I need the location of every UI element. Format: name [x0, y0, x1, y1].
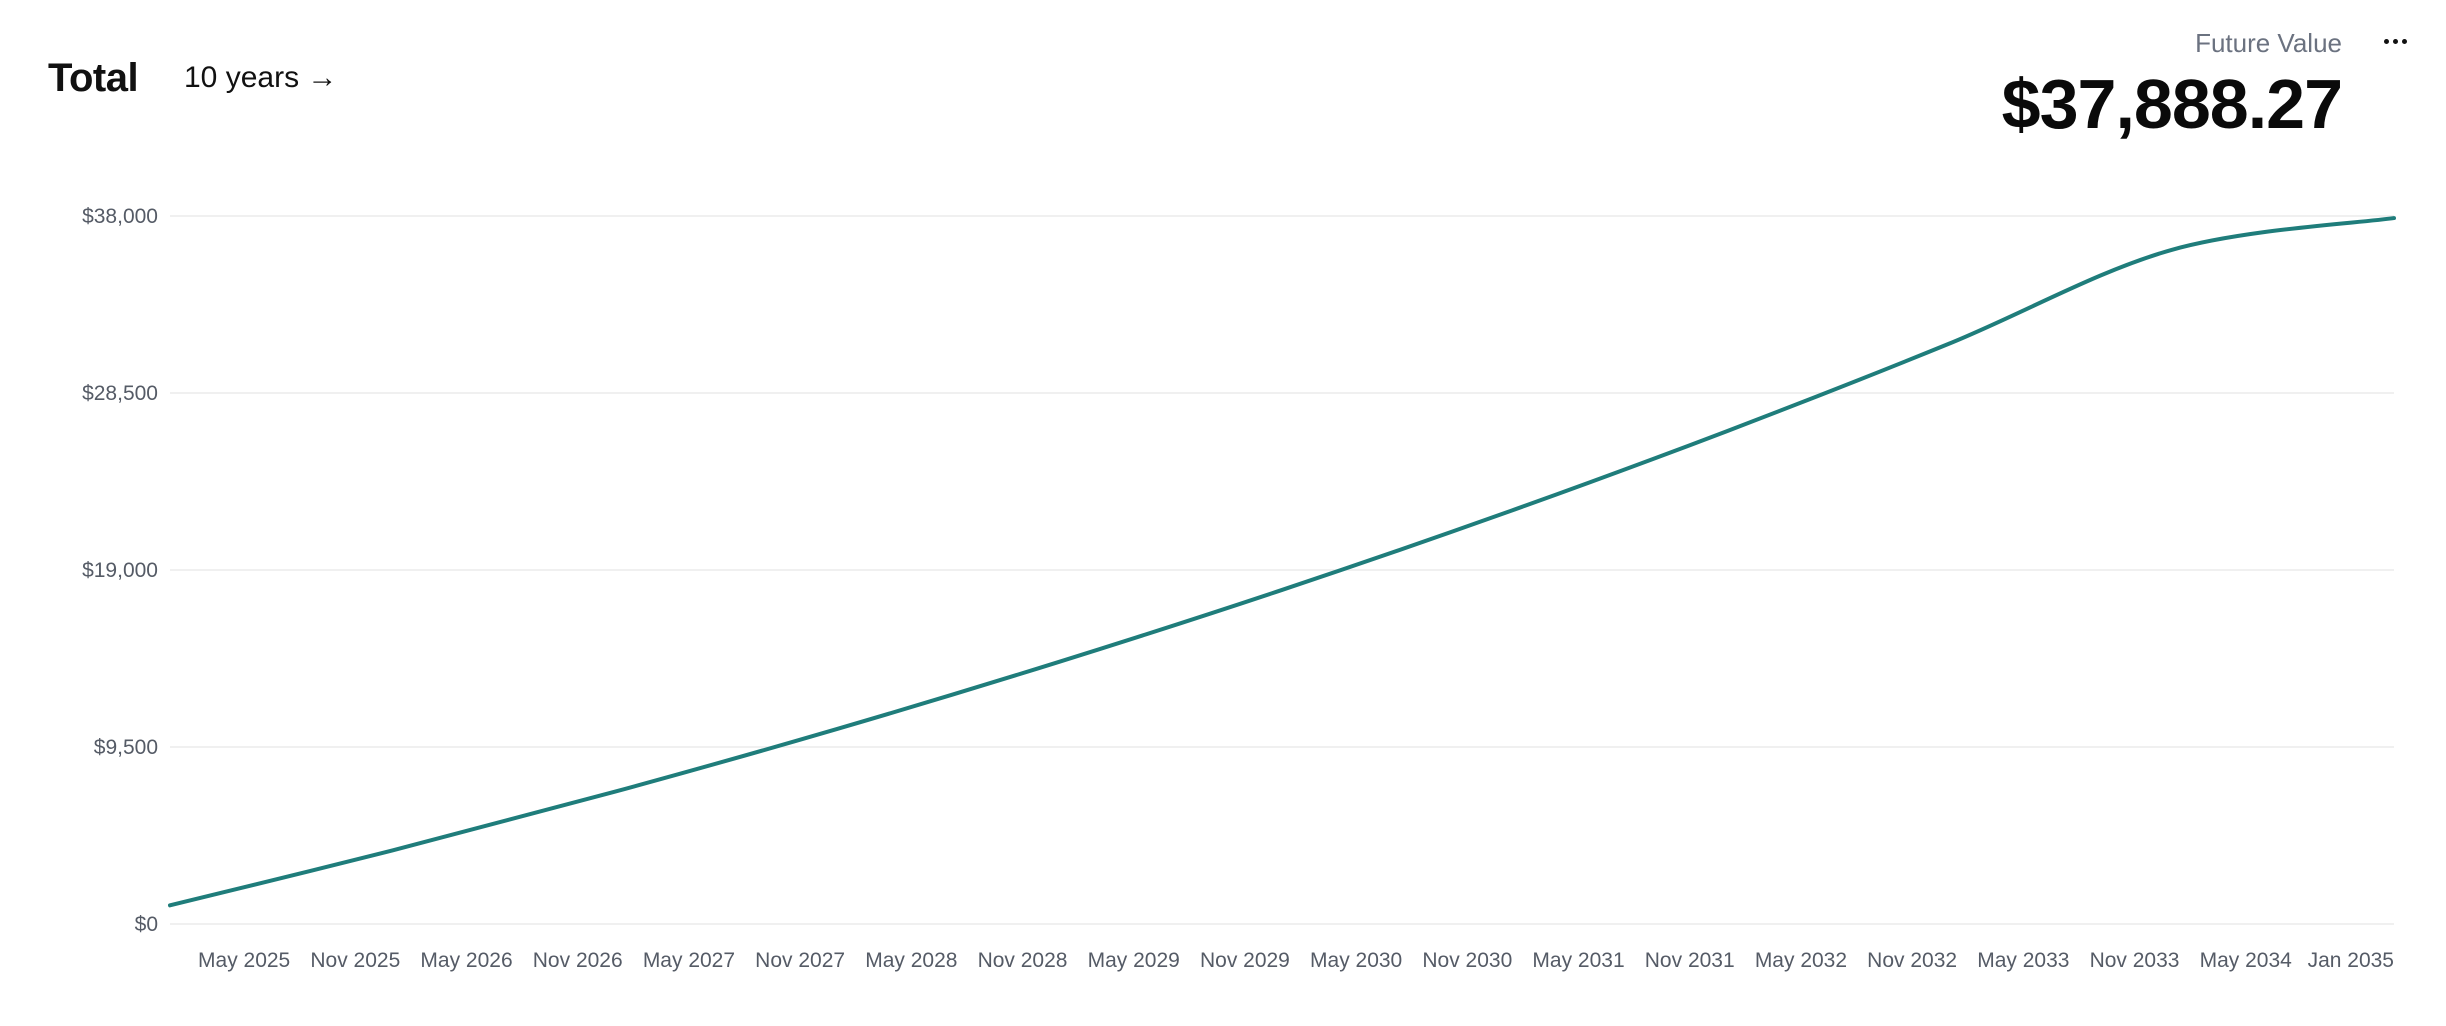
x-tick-label: May 2026: [420, 949, 512, 972]
y-tick-label: $19,000: [82, 559, 158, 582]
x-tick-label: May 2033: [1977, 949, 2069, 972]
x-tick-label: Nov 2033: [2090, 949, 2180, 972]
chart-title: Total: [48, 56, 139, 100]
more-options-button[interactable]: [2380, 26, 2410, 56]
x-tick-label: Nov 2029: [1200, 949, 1290, 972]
x-tick-label: May 2034: [2200, 949, 2293, 972]
x-tick-label: May 2030: [1310, 949, 1402, 972]
x-tick-label: May 2028: [865, 949, 957, 972]
x-tick-label: May 2032: [1755, 949, 1847, 972]
x-tick-label: Nov 2028: [978, 949, 1068, 972]
x-tick-label: Nov 2032: [1867, 949, 1957, 972]
x-tick-label: May 2027: [643, 949, 735, 972]
x-tick-label: Nov 2027: [755, 949, 845, 972]
x-tick-label: Nov 2025: [310, 949, 400, 972]
x-tick-label: Nov 2031: [1645, 949, 1735, 972]
y-tick-label: $0: [135, 913, 158, 936]
future-value-label: Future Value: [2195, 28, 2342, 58]
y-tick-label: $28,500: [82, 382, 158, 405]
x-tick-label: Nov 2026: [533, 949, 623, 972]
x-tick-label: Nov 2030: [1422, 949, 1512, 972]
x-tick-label: May 2025: [198, 949, 290, 972]
future-value-amount: $37,888.27: [2001, 65, 2343, 143]
x-tick-label: May 2031: [1532, 949, 1624, 972]
series-line: [168, 216, 2396, 908]
range-selector-button[interactable]: 10 years →: [184, 58, 337, 98]
y-tick-label: $38,000: [82, 205, 158, 228]
y-tick-label: $9,500: [94, 736, 158, 759]
ellipsis-icon: [2383, 38, 2407, 44]
x-tick-label: May 2029: [1088, 949, 1180, 972]
x-tick-label: Jan 2035: [2308, 949, 2394, 972]
